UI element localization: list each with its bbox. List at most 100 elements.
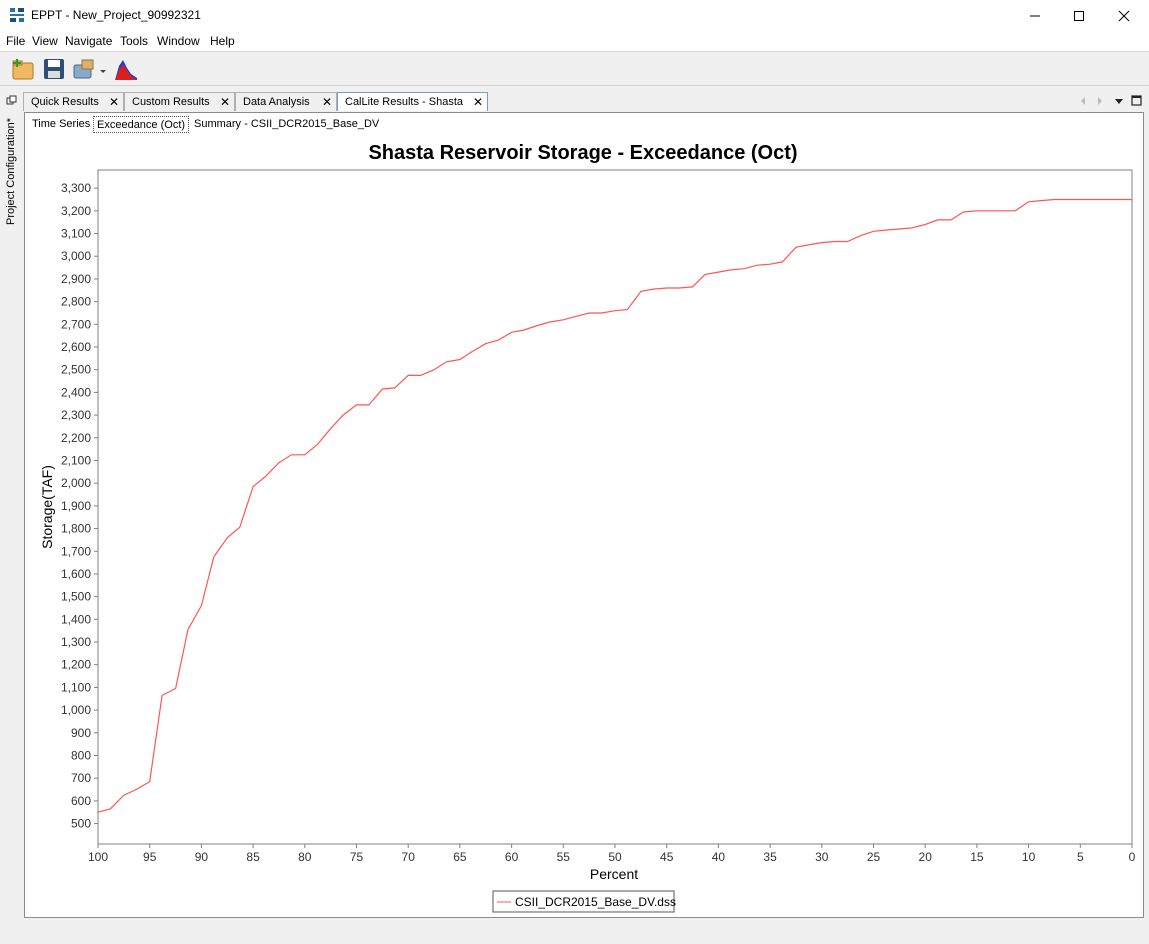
x-tick-label: 60	[505, 850, 519, 864]
subtab-label: Summary - CSII_DCR2015_Base_DV	[194, 118, 380, 130]
x-tick-label: 90	[195, 850, 209, 864]
editor-tab-bar: Quick Results ✕ Custom Results ✕ Data An…	[22, 92, 1149, 112]
y-tick-label: 2,600	[61, 340, 91, 354]
x-tick-label: 55	[557, 850, 571, 864]
y-tick-label: 1,000	[61, 703, 91, 717]
tab-label: Quick Results	[31, 96, 99, 108]
y-tick-label: 1,800	[61, 522, 91, 536]
x-tick-label: 40	[712, 850, 726, 864]
y-tick-label: 1,100	[61, 680, 91, 694]
y-tick-label: 2,000	[61, 476, 91, 490]
app-icon	[10, 8, 24, 22]
menu-bar: File View Navigate Tools Window Help	[0, 31, 1149, 51]
status-bar	[0, 920, 1149, 944]
maximize-window-icon[interactable]	[1131, 95, 1142, 106]
x-tick-label: 70	[402, 850, 416, 864]
y-tick-label: 1,200	[61, 658, 91, 672]
y-tick-label: 2,700	[61, 317, 91, 331]
tab-custom-results[interactable]: Custom Results ✕	[124, 92, 235, 111]
close-tab-icon[interactable]: ✕	[321, 95, 332, 109]
subtab-label: Exceedance (Oct)	[97, 119, 186, 131]
y-tick-label: 1,500	[61, 590, 91, 604]
x-tick-label: 15	[970, 850, 984, 864]
y-tick-label: 3,000	[61, 249, 91, 263]
dropdown-arrow-icon[interactable]	[97, 56, 109, 82]
tab-label: Custom Results	[132, 96, 210, 108]
close-button[interactable]	[1101, 0, 1147, 31]
tab-callite-results-shasta[interactable]: CalLite Results - Shasta ✕	[337, 92, 488, 111]
tab-quick-results[interactable]: Quick Results ✕	[23, 92, 124, 111]
y-tick-label: 3,100	[61, 227, 91, 241]
y-tick-label: 1,400	[61, 612, 91, 626]
legend-label: CSII_DCR2015_Base_DV.dss	[515, 895, 676, 909]
open-project-icon[interactable]	[71, 56, 97, 82]
maximize-icon	[1074, 10, 1084, 21]
restore-panel-icon[interactable]	[6, 95, 17, 106]
x-tick-label: 35	[763, 850, 777, 864]
y-tick-label: 900	[71, 726, 91, 740]
new-project-icon[interactable]	[9, 56, 35, 82]
y-tick-label: 1,600	[61, 567, 91, 581]
y-tick-label: 700	[71, 771, 91, 785]
scroll-right-icon[interactable]	[1095, 96, 1105, 106]
series-group	[97, 198, 1132, 813]
x-tick-label: 95	[143, 850, 157, 864]
minimize-button[interactable]	[1012, 0, 1058, 31]
y-tick-label: 2,300	[61, 408, 91, 422]
menu-tools[interactable]: Tools	[120, 34, 149, 48]
subtab-time-series[interactable]: Time Series	[29, 116, 93, 133]
title-bar: EPPT - New_Project_90992321	[0, 0, 1149, 31]
menu-window[interactable]: Window	[157, 34, 200, 48]
minimize-icon	[1030, 15, 1040, 16]
y-tick-label: 2,200	[61, 431, 91, 445]
y-tick-label: 600	[71, 794, 91, 808]
y-axis: 500 600 700 800 900 1,000 1,100 1,200 1,300 1,400…	[61, 181, 98, 831]
menu-file[interactable]: File	[6, 34, 26, 48]
chart-area: Shasta Reservoir Storage - Exceedance (O…	[25, 134, 1142, 917]
x-tick-label: 5	[1077, 850, 1084, 864]
y-tick-label: 2,800	[61, 295, 91, 309]
subtab-exceedance[interactable]: Exceedance (Oct)	[93, 116, 190, 133]
x-tick-label: 80	[298, 850, 312, 864]
maximize-button[interactable]	[1056, 0, 1102, 31]
menu-view[interactable]: View	[32, 34, 58, 48]
y-tick-label: 2,500	[61, 363, 91, 377]
close-tab-icon[interactable]: ✕	[472, 95, 483, 109]
menu-help[interactable]: Help	[210, 34, 235, 48]
y-axis-label: Storage(TAF)	[39, 465, 55, 549]
sub-tab-bar: Time Series Exceedance (Oct) Summary - C…	[25, 116, 1143, 134]
y-tick-label: 3,300	[61, 181, 91, 195]
x-tick-label: 75	[350, 850, 364, 864]
exceedance-chart: Shasta Reservoir Storage - Exceedance (O…	[39, 142, 1136, 913]
tab-list-dropdown-icon[interactable]	[1114, 96, 1124, 106]
series-line	[97, 198, 1132, 813]
tab-label: Data Analysis	[243, 96, 310, 108]
left-side-strip	[0, 88, 22, 944]
subtab-summary[interactable]: Summary - CSII_DCR2015_Base_DV	[191, 116, 382, 133]
y-tick-label: 1,300	[61, 635, 91, 649]
scroll-left-icon[interactable]	[1078, 96, 1088, 106]
x-tick-label: 30	[815, 850, 829, 864]
x-tick-label: 65	[453, 850, 467, 864]
y-tick-label: 2,100	[61, 453, 91, 467]
subtab-label: Time Series	[32, 118, 91, 130]
y-tick-label: 1,900	[61, 499, 91, 513]
y-tick-label: 800	[71, 748, 91, 762]
y-tick-label: 2,400	[61, 385, 91, 399]
close-tab-icon[interactable]: ✕	[108, 95, 119, 109]
x-tick-label: 10	[1022, 850, 1036, 864]
x-tick-label: 0	[1129, 850, 1136, 864]
x-tick-label: 100	[88, 850, 108, 864]
save-icon[interactable]	[41, 56, 67, 82]
legend-box	[492, 890, 675, 913]
toolbar	[0, 51, 1149, 86]
y-tick-label: 2,900	[61, 272, 91, 286]
x-tick-label: 85	[246, 850, 260, 864]
close-tab-icon[interactable]: ✕	[219, 95, 230, 109]
menu-navigate[interactable]: Navigate	[65, 34, 113, 48]
plot-icon[interactable]	[113, 56, 139, 82]
project-configuration-tab[interactable]: Project Configuration*	[4, 116, 18, 226]
y-tick-label: 500	[71, 817, 91, 831]
y-tick-label: 1,700	[61, 544, 91, 558]
tab-data-analysis[interactable]: Data Analysis ✕	[235, 92, 337, 111]
